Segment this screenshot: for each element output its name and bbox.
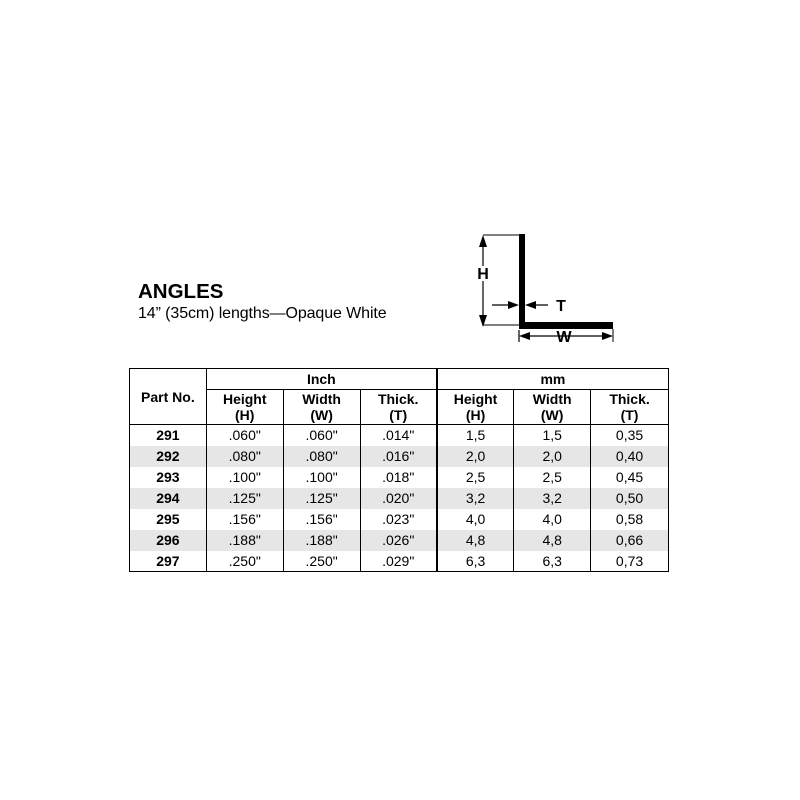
svg-text:W: W bbox=[556, 329, 572, 346]
svg-text:T: T bbox=[556, 298, 566, 315]
svg-text:H: H bbox=[477, 266, 489, 283]
